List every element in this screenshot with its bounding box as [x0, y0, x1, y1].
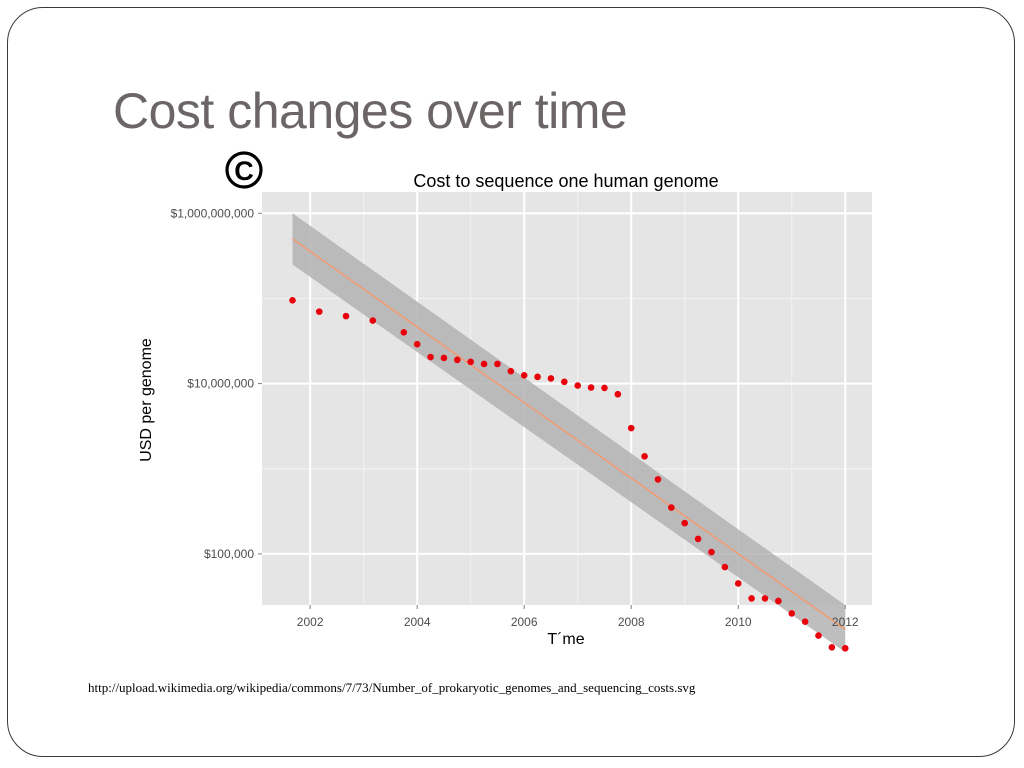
data-point	[815, 632, 822, 639]
data-point	[761, 595, 769, 602]
trend-line	[292, 238, 846, 630]
data-point	[587, 384, 595, 391]
data-point	[480, 360, 488, 368]
data-point	[369, 317, 377, 324]
data-point	[342, 312, 350, 320]
data-point	[734, 580, 742, 587]
data-point	[494, 360, 501, 368]
x-tick-label: 2010	[725, 615, 752, 629]
y-axis-ticks: $100,000 $10,000,000 $1,000,000,000	[171, 206, 262, 561]
data-point	[440, 354, 448, 362]
confidence-band-area	[292, 213, 846, 653]
data-point	[668, 504, 675, 511]
data-point	[400, 329, 408, 336]
data-point	[627, 424, 635, 432]
data-point	[828, 644, 836, 651]
y-axis-label: USD per genome	[138, 338, 155, 462]
data-point	[520, 372, 528, 379]
data-point	[507, 367, 515, 375]
y-tick-label: $10,000,000	[187, 377, 254, 391]
x-axis-ticks: 2002 2004 2006 2008 2010 2012	[297, 605, 859, 629]
data-point	[289, 297, 296, 304]
x-tick-label: 2004	[404, 615, 431, 629]
source-url: http://upload.wikimedia.org/wikipedia/co…	[88, 680, 696, 695]
data-point	[708, 548, 715, 556]
slide-title: Cost changes over time	[113, 83, 628, 139]
data-point	[574, 382, 582, 389]
x-tick-label: 2012	[832, 615, 859, 629]
data-point	[413, 340, 421, 348]
genome-cost-chart: Cost to sequence one human genome 2002 20…	[138, 171, 872, 653]
data-point	[467, 358, 474, 366]
data-point	[694, 535, 702, 543]
data-point	[614, 390, 622, 398]
data-point	[534, 373, 541, 381]
copyright-logo-icon: C	[225, 151, 263, 189]
data-point	[601, 384, 608, 392]
data-point	[788, 610, 796, 617]
x-tick-label: 2002	[297, 615, 324, 629]
data-point	[748, 595, 755, 602]
confidence-band	[292, 213, 846, 653]
data-points	[289, 297, 849, 652]
data-point	[721, 563, 729, 571]
data-point	[427, 353, 434, 361]
y-tick-label: $100,000	[204, 547, 254, 561]
chart-title: Cost to sequence one human genome	[413, 171, 718, 191]
data-point	[561, 378, 568, 386]
data-point	[775, 597, 782, 605]
copyright-glyph: C	[234, 156, 254, 186]
data-point	[654, 476, 662, 483]
data-point	[681, 519, 689, 527]
data-point	[547, 375, 555, 382]
x-tick-label: 2008	[618, 615, 645, 629]
x-axis-label: T´me	[547, 631, 584, 648]
data-point	[641, 453, 648, 460]
data-point	[454, 356, 461, 364]
y-tick-label: $1,000,000,000	[171, 206, 255, 220]
data-point	[801, 618, 809, 625]
plot-background	[262, 192, 872, 605]
x-tick-label: 2006	[511, 615, 538, 629]
data-point	[841, 644, 849, 652]
data-point	[315, 308, 323, 315]
fit-line	[292, 238, 846, 630]
